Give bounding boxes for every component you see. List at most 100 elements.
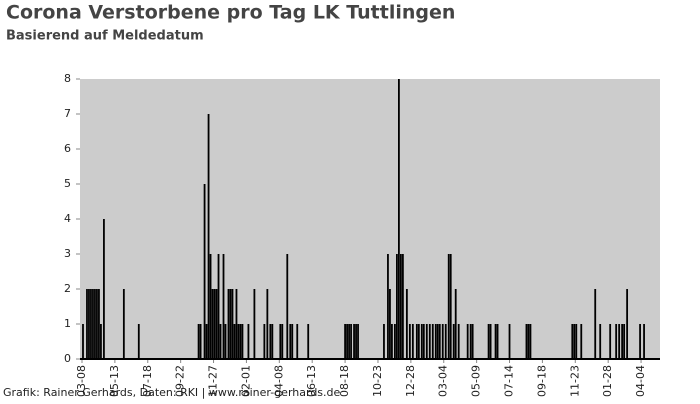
bar bbox=[396, 254, 398, 359]
bar bbox=[389, 289, 391, 359]
bar bbox=[346, 324, 348, 359]
bar bbox=[422, 324, 425, 359]
bar bbox=[237, 324, 240, 359]
bar bbox=[86, 289, 88, 359]
bar bbox=[279, 324, 282, 359]
y-tick-label: 2 bbox=[64, 282, 71, 295]
source-note: Grafik: Rainer Gerhards, Daten: RKI | ww… bbox=[3, 386, 341, 399]
bar bbox=[92, 289, 94, 359]
bar bbox=[580, 324, 583, 359]
bar bbox=[401, 254, 404, 359]
bar bbox=[239, 324, 242, 359]
bar bbox=[289, 324, 292, 359]
x-tick-label: 06-13 bbox=[305, 365, 318, 397]
x-tick-label: 05-13 bbox=[108, 365, 121, 397]
y-tick-label: 7 bbox=[64, 107, 71, 120]
bar bbox=[417, 324, 420, 359]
y-tick-label: 0 bbox=[64, 352, 71, 365]
bar bbox=[211, 289, 214, 359]
bar bbox=[266, 289, 269, 359]
bar bbox=[296, 324, 299, 359]
plot-background bbox=[80, 79, 660, 359]
bar bbox=[271, 324, 274, 359]
bar bbox=[213, 289, 216, 359]
bar bbox=[291, 324, 294, 359]
bar bbox=[344, 324, 346, 359]
y-tick-label: 6 bbox=[64, 142, 71, 155]
bar bbox=[452, 324, 455, 359]
bar bbox=[643, 324, 645, 359]
bar bbox=[350, 324, 352, 359]
bar bbox=[615, 324, 618, 359]
y-tick-label: 3 bbox=[64, 247, 71, 260]
x-tick-label: 05-09 bbox=[470, 365, 483, 397]
y-tick-label: 4 bbox=[64, 212, 71, 225]
bar bbox=[466, 324, 469, 359]
bar bbox=[428, 324, 431, 359]
x-tick-label: 04-04 bbox=[634, 365, 647, 397]
bar bbox=[391, 324, 393, 359]
bar bbox=[383, 324, 385, 359]
bar bbox=[137, 324, 140, 359]
y-tick-label: 8 bbox=[64, 72, 71, 85]
bar bbox=[98, 289, 100, 359]
x-tick-label: 07-14 bbox=[503, 365, 516, 397]
bar bbox=[618, 324, 621, 359]
bar bbox=[217, 254, 220, 359]
bar bbox=[281, 324, 284, 359]
x-tick-label: 08-18 bbox=[338, 365, 351, 397]
bar bbox=[199, 324, 202, 359]
bar bbox=[457, 324, 460, 359]
bar bbox=[438, 324, 441, 359]
bar bbox=[231, 289, 234, 359]
bar bbox=[219, 324, 222, 359]
bar bbox=[405, 289, 408, 359]
bar bbox=[496, 324, 499, 359]
x-tick-label: 03-04 bbox=[437, 365, 450, 397]
y-tick-label: 1 bbox=[64, 317, 71, 330]
bar bbox=[626, 289, 629, 359]
bar bbox=[454, 289, 457, 359]
bar bbox=[227, 289, 230, 359]
bar bbox=[203, 184, 206, 359]
bar bbox=[229, 289, 232, 359]
bar bbox=[399, 254, 402, 359]
x-tick-label: 10-23 bbox=[371, 365, 384, 397]
bar bbox=[434, 324, 437, 359]
bar bbox=[103, 219, 105, 359]
bar bbox=[235, 289, 238, 359]
bar bbox=[286, 254, 289, 359]
bar bbox=[609, 324, 612, 359]
y-tick-label: 5 bbox=[64, 177, 71, 190]
bar bbox=[398, 79, 400, 359]
bar bbox=[215, 289, 218, 359]
bar bbox=[573, 324, 576, 359]
bar bbox=[209, 254, 212, 359]
bar bbox=[263, 324, 266, 359]
bar bbox=[508, 324, 511, 359]
bar bbox=[623, 324, 626, 359]
bar bbox=[571, 324, 574, 359]
x-tick-label: 07-18 bbox=[141, 365, 154, 397]
bar bbox=[431, 324, 434, 359]
bar bbox=[387, 254, 389, 359]
bar bbox=[233, 324, 236, 359]
x-tick-label: 12-28 bbox=[404, 365, 417, 397]
bar bbox=[207, 114, 210, 359]
bar bbox=[224, 324, 227, 359]
chart-subtitle: Basierend auf Meldedatum bbox=[6, 29, 204, 44]
bar bbox=[444, 324, 447, 359]
bar bbox=[394, 324, 396, 359]
bar bbox=[594, 289, 597, 359]
x-tick-label: 03-08 bbox=[75, 365, 88, 397]
bar bbox=[122, 289, 125, 359]
x-tick-label: 11-23 bbox=[568, 365, 581, 397]
bar bbox=[197, 324, 200, 359]
bar bbox=[269, 324, 272, 359]
bar bbox=[449, 254, 452, 359]
bar bbox=[489, 324, 492, 359]
bar bbox=[241, 324, 244, 359]
bar bbox=[420, 324, 423, 359]
bar bbox=[88, 289, 90, 359]
